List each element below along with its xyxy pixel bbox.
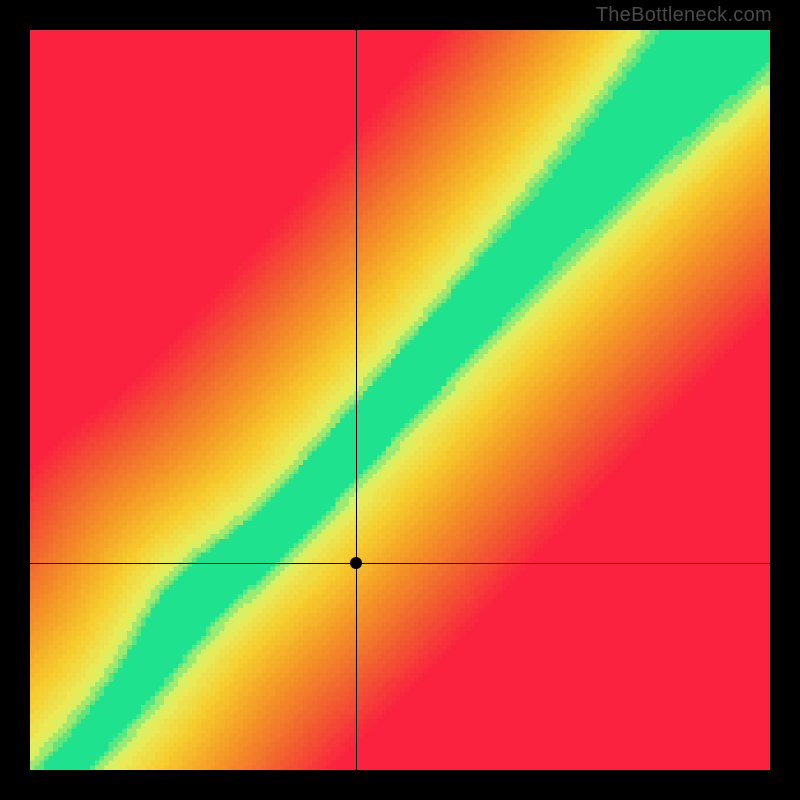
chart-frame: TheBottleneck.com: [0, 0, 800, 800]
data-point-marker: [350, 557, 362, 569]
heatmap-plot: [30, 30, 770, 770]
watermark-text: TheBottleneck.com: [596, 4, 772, 27]
heatmap-canvas: [30, 30, 770, 770]
crosshair-horizontal: [30, 563, 770, 564]
crosshair-vertical: [356, 30, 357, 770]
